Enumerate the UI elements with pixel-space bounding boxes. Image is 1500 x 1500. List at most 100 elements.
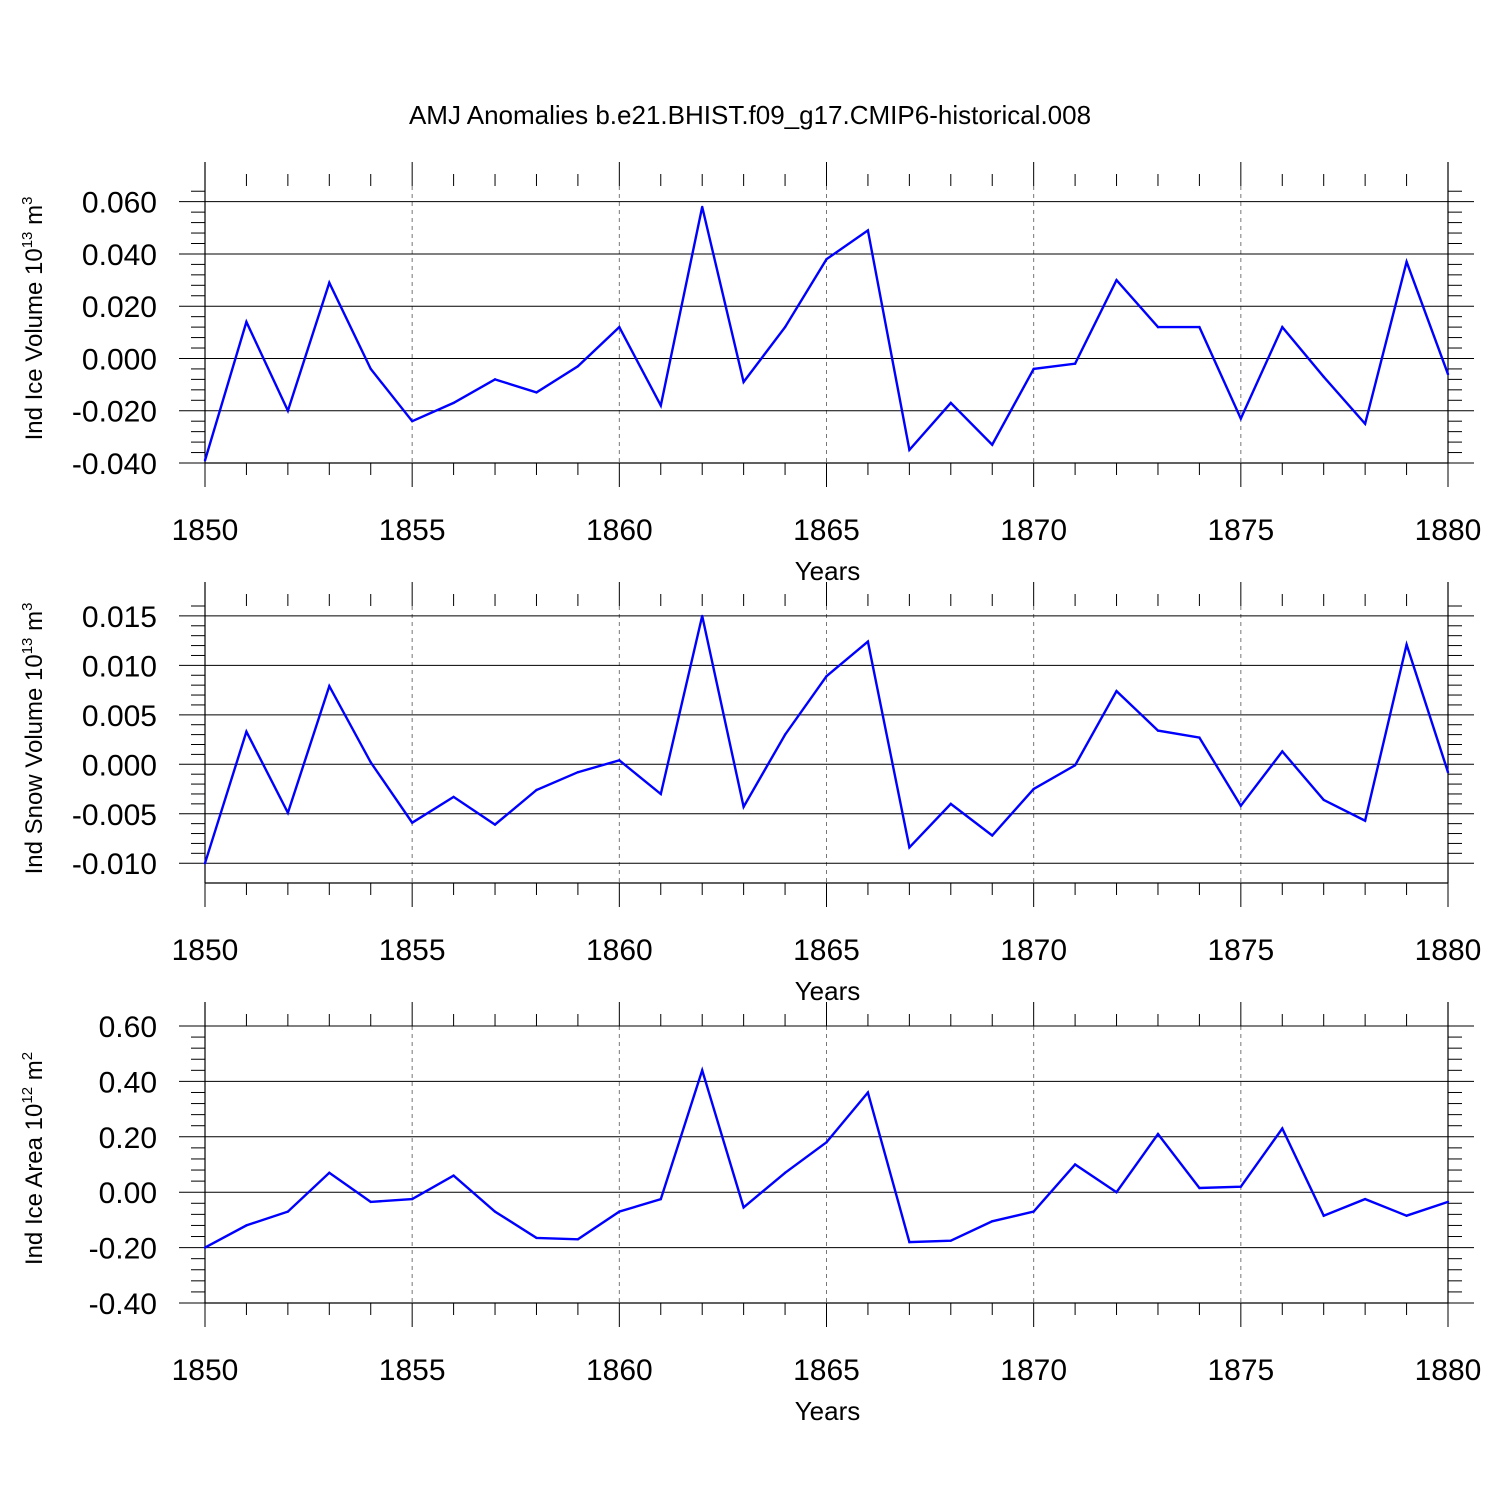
data-point bbox=[618, 1210, 621, 1213]
data-point bbox=[328, 1171, 331, 1175]
data-point bbox=[1322, 375, 1325, 378]
data-point bbox=[1446, 372, 1450, 376]
data-point bbox=[742, 380, 745, 384]
x-tick-label: 1880 bbox=[1415, 1354, 1482, 1387]
x-tick-label: 1870 bbox=[1000, 1354, 1067, 1387]
data-point bbox=[1156, 1132, 1160, 1136]
data-point bbox=[1198, 736, 1201, 739]
data-point bbox=[493, 1210, 497, 1213]
data-point bbox=[1322, 1214, 1325, 1217]
data-point bbox=[1115, 689, 1118, 693]
data-point bbox=[1032, 787, 1035, 791]
data-point bbox=[1156, 729, 1160, 732]
data-point bbox=[245, 1224, 248, 1227]
data-point bbox=[618, 759, 621, 762]
data-point bbox=[203, 1246, 207, 1249]
data-point bbox=[245, 730, 248, 733]
data-point bbox=[1281, 750, 1284, 753]
x-tick-label: 1865 bbox=[793, 934, 860, 967]
y-tick-label: 0.060 bbox=[82, 187, 157, 220]
x-tick-label: 1880 bbox=[1415, 934, 1482, 967]
data-point bbox=[203, 459, 207, 462]
y-tick-label: -0.005 bbox=[72, 799, 157, 832]
data-point bbox=[328, 281, 331, 284]
y-tick-label: 0.020 bbox=[82, 291, 157, 324]
y-axis-label: Ind Ice Volume 1013 m3 bbox=[19, 197, 48, 441]
data-point bbox=[949, 802, 952, 806]
y-tick-label: 0.015 bbox=[82, 601, 157, 634]
data-point bbox=[493, 378, 497, 381]
data-point bbox=[701, 614, 704, 618]
data-point bbox=[866, 1091, 870, 1094]
data-point bbox=[825, 1141, 828, 1144]
data-point bbox=[1363, 819, 1367, 822]
data-point bbox=[825, 257, 828, 261]
x-tick-label: 1855 bbox=[379, 1354, 446, 1387]
data-point bbox=[1073, 362, 1077, 365]
x-tick-label: 1855 bbox=[379, 514, 446, 547]
x-tick-label: 1860 bbox=[586, 1354, 653, 1387]
data-point bbox=[701, 205, 704, 209]
y-axis-label: Ind Ice Area 1012 m2 bbox=[19, 1052, 48, 1265]
data-point bbox=[1322, 798, 1325, 802]
data-point bbox=[949, 1239, 952, 1242]
data-point bbox=[866, 640, 870, 643]
y-tick-label: -0.040 bbox=[72, 448, 157, 481]
data-point bbox=[1115, 278, 1118, 282]
data-point bbox=[369, 1200, 372, 1204]
x-tick-label: 1870 bbox=[1000, 514, 1067, 547]
data-point bbox=[535, 788, 538, 792]
data-point bbox=[576, 1238, 580, 1241]
data-point bbox=[1198, 325, 1201, 329]
data-point bbox=[908, 1240, 911, 1244]
x-tick-label: 1865 bbox=[793, 514, 860, 547]
data-point bbox=[1446, 1200, 1450, 1204]
data-point bbox=[452, 795, 455, 799]
y-tick-label: 0.005 bbox=[82, 700, 157, 733]
panel-2: -0.010 -0.005 0.000 0.005 0.010 0.015 1850 1855… bbox=[19, 582, 1481, 1006]
data-point bbox=[410, 419, 414, 423]
series-line bbox=[203, 615, 1450, 864]
data-point bbox=[825, 675, 828, 678]
y-axis-label: Ind Snow Volume 1013 m3 bbox=[19, 603, 48, 875]
y-tick-label: -0.010 bbox=[72, 848, 157, 881]
data-point bbox=[1115, 1191, 1118, 1194]
data-point bbox=[908, 448, 911, 452]
data-point bbox=[535, 1236, 538, 1240]
data-point bbox=[1405, 1214, 1408, 1217]
data-point bbox=[742, 805, 745, 809]
data-point bbox=[410, 821, 414, 824]
x-tick-label: 1850 bbox=[172, 1354, 239, 1387]
data-point bbox=[1405, 260, 1408, 263]
x-tick-label: 1865 bbox=[793, 1354, 860, 1387]
data-point bbox=[1032, 1210, 1035, 1213]
x-tick-label: 1875 bbox=[1207, 514, 1274, 547]
data-point bbox=[1281, 1127, 1284, 1130]
x-tick-label: 1870 bbox=[1000, 934, 1067, 967]
data-point bbox=[286, 811, 290, 814]
data-point bbox=[783, 733, 787, 736]
y-tick-label: -0.40 bbox=[89, 1288, 157, 1321]
data-point bbox=[1156, 325, 1160, 329]
y-tick-label: -0.020 bbox=[72, 396, 157, 429]
data-point bbox=[1446, 771, 1450, 774]
data-point bbox=[991, 834, 994, 837]
data-point bbox=[1073, 764, 1077, 767]
y-tick-label: 0.040 bbox=[82, 239, 157, 272]
data-point bbox=[659, 404, 662, 407]
data-point bbox=[1239, 804, 1243, 808]
data-point bbox=[783, 325, 787, 329]
x-axis-label: Years bbox=[795, 976, 861, 1006]
data-point bbox=[286, 1210, 290, 1213]
data-point bbox=[991, 443, 994, 446]
data-point bbox=[1198, 1186, 1201, 1190]
data-point bbox=[493, 823, 497, 826]
data-point bbox=[1281, 325, 1284, 329]
data-point bbox=[203, 862, 207, 865]
x-tick-label: 1875 bbox=[1207, 934, 1274, 967]
data-point bbox=[908, 846, 911, 849]
y-tick-label: 0.60 bbox=[99, 1011, 157, 1044]
y-tick-label: 0.20 bbox=[99, 1122, 157, 1155]
data-point bbox=[369, 761, 372, 764]
